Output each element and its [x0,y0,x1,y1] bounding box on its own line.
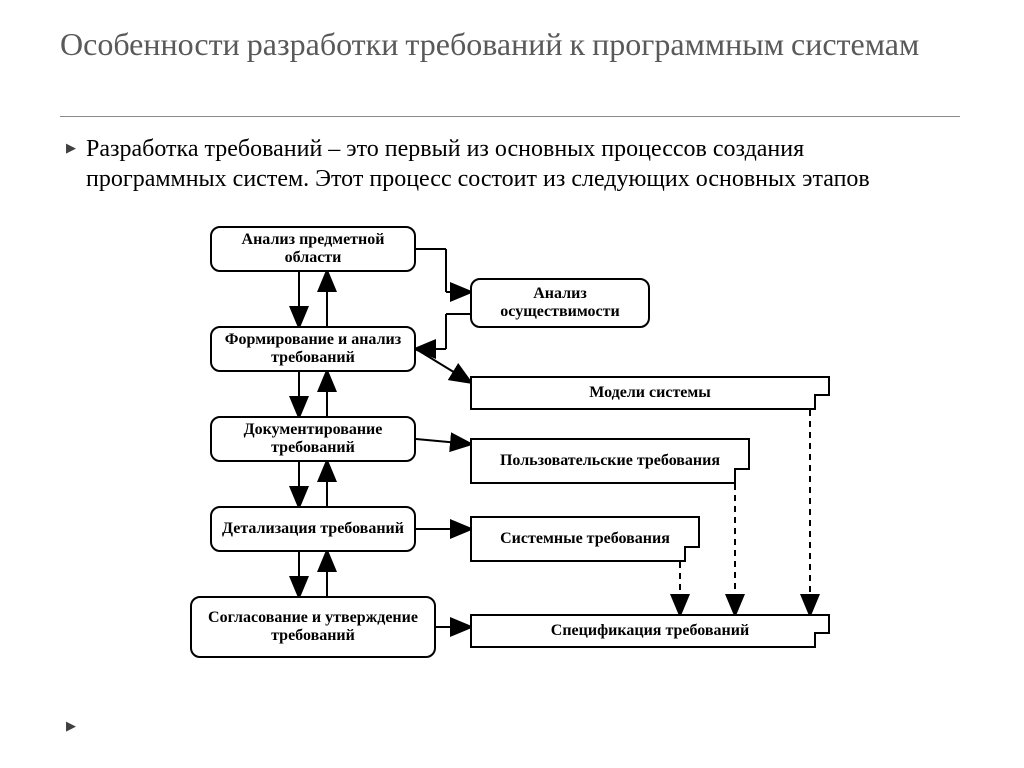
node-n3: Документирование требований [210,416,416,462]
node-d2: Пользовательские требования [470,438,750,484]
node-d4: Спецификация требований [470,614,830,648]
node-n5: Согласование и утверждение требований [190,596,436,658]
node-n1: Анализ предметной области [210,226,416,272]
bullet-icon: ▶ [66,140,76,156]
node-d3: Системные требования [470,516,700,562]
title-rule [60,116,960,117]
flowchart: Анализ предметной области Формирование и … [170,226,890,726]
node-d1: Модели системы [470,376,830,410]
body-text: Разработка требований – это первый из ос… [86,134,946,194]
node-n2: Формирование и анализ требований [210,326,416,372]
footer-bullet-icon: ▶ [66,718,76,734]
page-title: Особенности разработки требований к прог… [60,26,960,64]
slide: Особенности разработки требований к прог… [0,0,1024,768]
node-n4: Детализация требований [210,506,416,552]
node-a1: Анализ осуществимости [470,278,650,328]
